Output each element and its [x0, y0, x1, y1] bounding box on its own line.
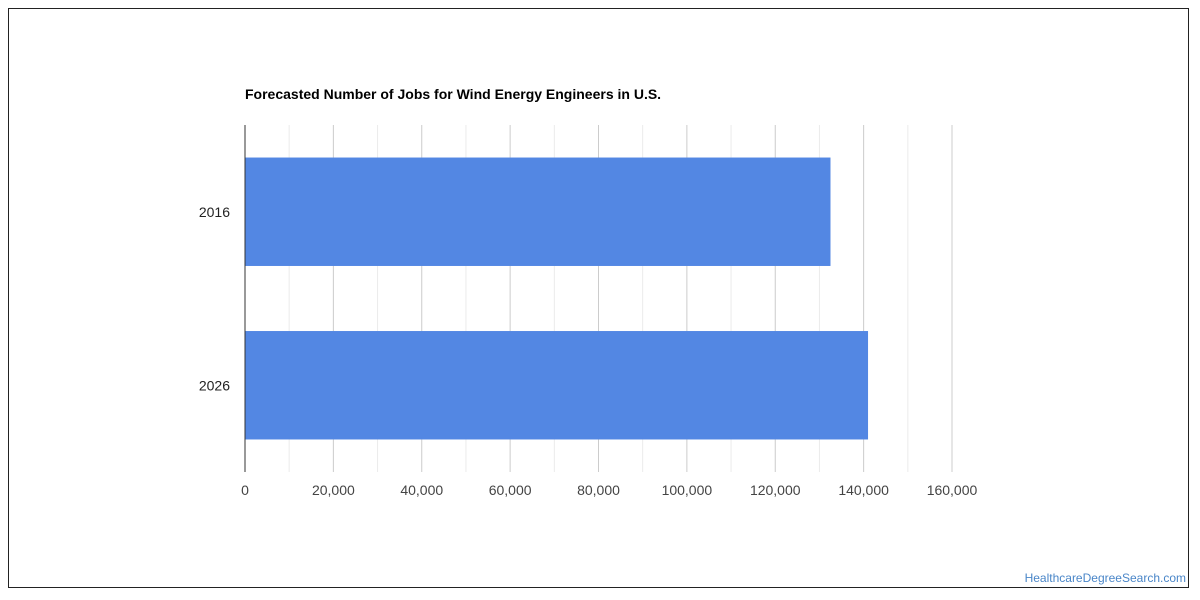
bars	[245, 157, 869, 440]
x-tick-label: 40,000	[400, 482, 443, 498]
watermark-link[interactable]: HealthcareDegreeSearch.com	[1024, 571, 1186, 585]
x-tick-label: 160,000	[927, 482, 978, 498]
x-tick-label: 120,000	[750, 482, 801, 498]
x-tick-label: 20,000	[312, 482, 355, 498]
y-tick-label-2026: 2026	[199, 377, 230, 393]
bar-2026	[245, 331, 869, 440]
bar-2016	[245, 157, 831, 266]
x-tick-label: 100,000	[662, 482, 713, 498]
x-tick-label: 60,000	[489, 482, 532, 498]
x-tick-label: 80,000	[577, 482, 620, 498]
x-tick-label: 0	[241, 482, 249, 498]
chart-title: Forecasted Number of Jobs for Wind Energ…	[245, 86, 661, 102]
y-tick-label-2016: 2016	[199, 204, 230, 220]
labels: 2016 2026 0 20,000 40,000 60,000 80,000 100,000…	[199, 204, 978, 498]
x-tick-label: 140,000	[838, 482, 889, 498]
